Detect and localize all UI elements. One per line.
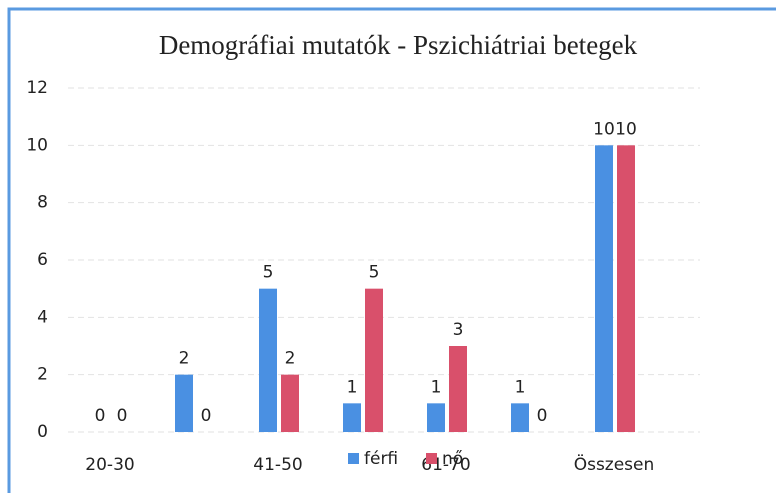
value-label: 10	[593, 119, 615, 139]
legend-swatch	[426, 453, 437, 464]
value-label: 5	[369, 263, 380, 283]
value-label: 2	[285, 349, 296, 369]
y-tick-label: 8	[37, 193, 48, 213]
bar	[175, 374, 193, 432]
value-label: 10	[615, 119, 637, 139]
legend-label: férfi	[364, 449, 398, 469]
frame	[7, 7, 776, 493]
value-label: 3	[453, 320, 464, 340]
legend-label: nő	[442, 449, 463, 469]
y-tick-label: 0	[37, 422, 48, 442]
y-tick-label: 4	[37, 307, 48, 327]
value-label: 0	[201, 406, 212, 426]
y-tick-label: 6	[37, 250, 48, 270]
value-label: 0	[117, 406, 128, 426]
bar	[259, 288, 277, 432]
bar	[427, 403, 445, 432]
bar	[595, 145, 613, 433]
value-label: 0	[95, 406, 106, 426]
y-tick-label: 2	[37, 365, 48, 385]
y-tick-label: 10	[26, 135, 48, 155]
x-tick-label: Összesen	[574, 453, 655, 475]
value-label: 1	[431, 377, 442, 397]
value-label: 2	[179, 349, 190, 369]
value-label: 0	[537, 406, 548, 426]
x-tick-label: 41-50	[253, 455, 302, 475]
bar	[343, 403, 361, 432]
bar	[281, 374, 299, 432]
legend-swatch	[348, 453, 359, 464]
bar	[617, 145, 635, 433]
y-tick-label: 12	[26, 78, 48, 98]
bar	[365, 288, 383, 432]
bar	[449, 346, 467, 432]
chart-title: Demográfiai mutatók - Pszichiátriai bete…	[159, 30, 638, 60]
value-label: 5	[263, 263, 274, 283]
value-label: 1	[347, 377, 358, 397]
value-label: 1	[515, 377, 526, 397]
x-tick-label: 20-30	[85, 455, 134, 475]
bar	[511, 403, 529, 432]
